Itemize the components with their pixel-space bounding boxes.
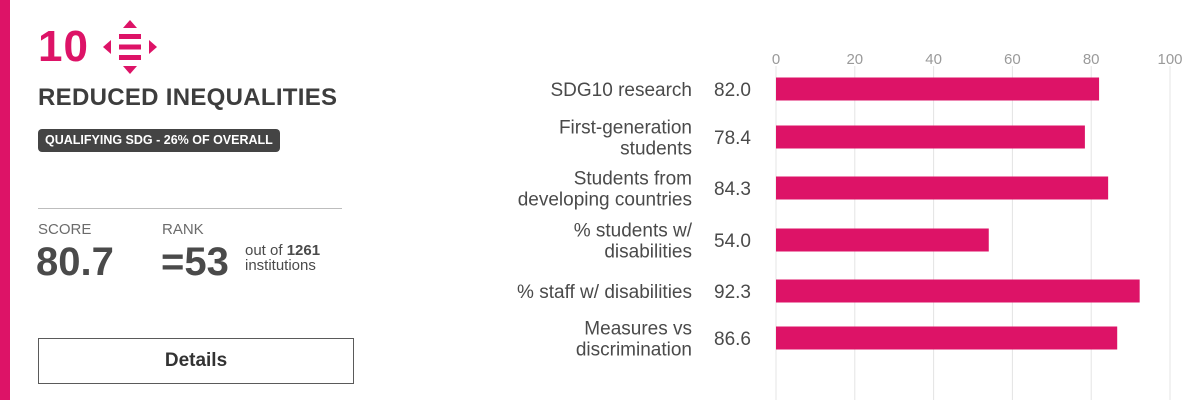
value-label: 54.0 (714, 231, 751, 252)
value-label: 92.3 (714, 282, 751, 303)
value-label: 86.6 (714, 329, 751, 350)
score-value: 80.7 (36, 240, 114, 284)
chart-bars: SDG10 research 82.0 First-generation studen… (517, 77, 1140, 361)
bar (776, 125, 1085, 149)
sdg-number: 10 (38, 22, 89, 71)
qualifying-badge: QUALIFYING SDG - 26% OF OVERALL (38, 129, 280, 152)
details-button[interactable]: Details (38, 338, 354, 384)
reduced-inequalities-icon (102, 20, 157, 74)
sdg-header: 10 (38, 18, 159, 76)
rank-label: RANK (162, 221, 204, 238)
x-tick-label: 0 (772, 51, 780, 68)
value-label: 82.0 (714, 80, 751, 101)
divider (38, 208, 342, 209)
category-label: % staff w/ disabilities (517, 282, 692, 303)
value-label: 78.4 (714, 128, 751, 149)
bar (776, 176, 1109, 200)
rank-out-of: out of (245, 242, 283, 259)
x-tick-label: 60 (1004, 51, 1021, 68)
category-label: Measures vs discrimination (576, 319, 692, 361)
sdg-title: REDUCED INEQUALITIES (38, 84, 338, 111)
rank-unit: institutions (245, 257, 316, 274)
rank-value: =53 (161, 240, 229, 284)
value-label: 84.3 (714, 179, 751, 200)
category-label: First-generation students (559, 118, 692, 160)
x-tick-label: 80 (1083, 51, 1100, 68)
category-label: % students w/disabilities (574, 221, 693, 263)
x-axis-ticks: 0 20 40 60 80 100 (772, 51, 1183, 68)
category-label: Students from developing countries (518, 169, 692, 211)
x-tick-label: 100 (1157, 51, 1182, 68)
accent-bar (0, 0, 10, 400)
category-label: SDG10 research (550, 80, 692, 101)
x-tick-label: 20 (846, 51, 863, 68)
x-tick-label: 40 (925, 51, 942, 68)
rank-total-text: out of 1261 institutions (245, 243, 320, 273)
score-label: SCORE (38, 221, 92, 238)
bar (776, 228, 989, 252)
bar (776, 326, 1118, 350)
rank-total: 1261 (286, 242, 321, 259)
bar (776, 279, 1140, 303)
bar (776, 77, 1100, 101)
